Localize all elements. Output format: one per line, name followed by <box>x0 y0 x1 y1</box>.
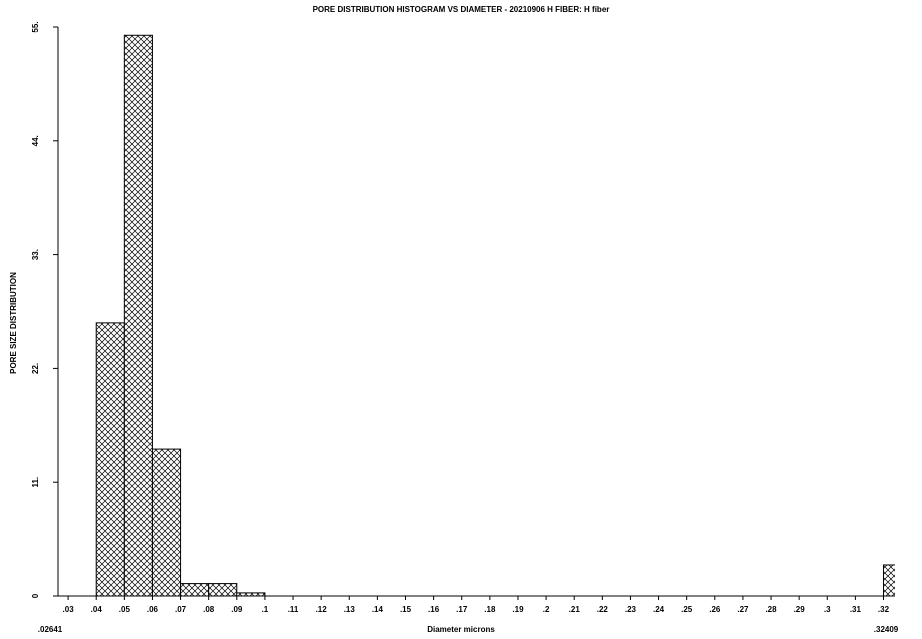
bar <box>882 564 895 597</box>
x-tick-label: .15 <box>400 605 412 614</box>
x-axis-label: Diameter microns <box>427 625 495 634</box>
y-tick-label: 11. <box>31 477 40 488</box>
chart-title: PORE DISTRIBUTION HISTOGRAM VS DIAMETER … <box>313 5 610 14</box>
x-tick-label: .07 <box>175 605 187 614</box>
bar <box>208 583 238 597</box>
x-tick-label: .25 <box>681 605 693 614</box>
y-tick-label: 33. <box>31 249 40 260</box>
x-tick-label: .17 <box>456 605 468 614</box>
x-tick-label: .27 <box>737 605 749 614</box>
x-tick-label: .31 <box>850 605 862 614</box>
x-tick-label: .18 <box>484 605 496 614</box>
x-tick-label: .03 <box>63 605 75 614</box>
y-axis-label: PORE SIZE DISTRIBUTION <box>9 272 18 374</box>
x-tick-label: .04 <box>91 605 103 614</box>
x-tick-label: .1 <box>262 605 269 614</box>
x-end-label: .32409 <box>874 625 899 634</box>
x-tick-label: .28 <box>765 605 777 614</box>
x-tick-label: .12 <box>316 605 328 614</box>
bar <box>236 592 266 597</box>
x-tick-label: .08 <box>203 605 215 614</box>
x-tick-label: .11 <box>288 605 299 614</box>
y-tick-label: 44. <box>31 135 40 146</box>
x-tick-label: .2 <box>543 605 550 614</box>
x-start-label: .02641 <box>38 625 63 634</box>
bars <box>95 34 895 597</box>
x-tick-label: .3 <box>824 605 831 614</box>
y-tick-label: 55. <box>31 21 40 32</box>
x-tick-label: .05 <box>119 605 131 614</box>
x-tick-label: .09 <box>231 605 243 614</box>
x-tick-label: .14 <box>372 605 384 614</box>
x-tick-label: .13 <box>344 605 356 614</box>
x-tick-label: .23 <box>625 605 637 614</box>
x-tick-label: .26 <box>709 605 721 614</box>
x-tick-label: .32 <box>878 605 890 614</box>
x-tick-label: .06 <box>147 605 159 614</box>
y-tick-label: 0 <box>31 593 40 598</box>
bar <box>180 583 210 597</box>
bar <box>95 322 125 597</box>
x-tick-label: .22 <box>597 605 609 614</box>
x-tick-label: .24 <box>653 605 665 614</box>
x-tick-label: .29 <box>794 605 806 614</box>
y-tick-label: 22. <box>31 363 40 374</box>
x-tick-label: .16 <box>428 605 440 614</box>
bar <box>151 448 182 597</box>
x-tick-label: .19 <box>512 605 524 614</box>
x-tick-label: .21 <box>569 605 581 614</box>
bar <box>123 34 153 597</box>
